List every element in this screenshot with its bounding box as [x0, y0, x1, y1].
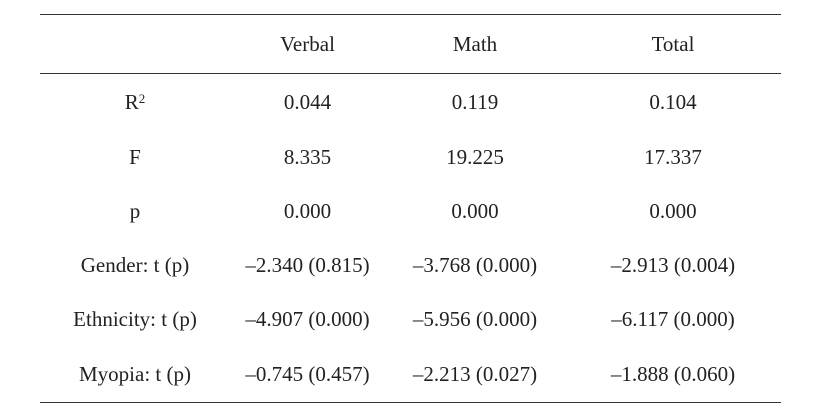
cell-verbal: –4.907 (0.000): [245, 306, 370, 331]
cell-verbal: 8.335: [283, 144, 332, 169]
row-label-myopia: Myopia: t (p): [79, 361, 191, 386]
cell-verbal: –0.745 (0.457): [245, 361, 370, 386]
table-row: Myopia: t (p) –0.745 (0.457) –2.213 (0.0…: [40, 346, 781, 402]
table-row: F 8.335 19.225 17.337: [40, 130, 781, 184]
table-row: p 0.000 0.000 0.000: [40, 184, 781, 238]
cell-total: 17.337: [644, 144, 702, 169]
row-label-r-squared: R2: [40, 74, 230, 130]
results-table-body: R2 0.044 0.119 0.104 F 8.335 19.225 17.3…: [40, 74, 781, 402]
cell-total: –1.888 (0.060): [610, 361, 736, 386]
row-label-gender: Gender: t (p): [80, 252, 190, 277]
cell-math: –2.213 (0.027): [412, 361, 538, 386]
header-verbal: Verbal: [280, 31, 335, 56]
bottom-rule: [40, 402, 781, 403]
row-label-ethnicity: Ethnicity: t (p): [73, 306, 197, 331]
table-row: Ethnicity: t (p) –4.907 (0.000) –5.956 (…: [40, 292, 781, 346]
cell-total: –2.913 (0.004): [610, 252, 736, 277]
header-math: Math: [452, 31, 498, 56]
cell-verbal: 0.044: [283, 89, 332, 114]
row-label-f: F: [129, 144, 141, 169]
cell-total: 0.000: [649, 198, 697, 223]
superscript-2: 2: [138, 90, 146, 106]
cell-verbal: 0.000: [283, 198, 332, 223]
cell-math: 19.225: [446, 144, 504, 169]
table-row: R2 0.044 0.119 0.104: [40, 74, 781, 130]
results-table: Verbal Math Total: [40, 15, 781, 73]
header-row: Verbal Math Total: [40, 15, 781, 73]
cell-math: 0.119: [451, 89, 499, 114]
top-rule: [40, 14, 781, 15]
table-row: Gender: t (p) –2.340 (0.815) –3.768 (0.0…: [40, 238, 781, 292]
cell-math: 0.000: [451, 198, 499, 223]
header-total: Total: [651, 31, 695, 56]
cell-total: 0.104: [649, 89, 697, 114]
cell-total: –6.117 (0.000): [611, 306, 735, 331]
cell-math: –3.768 (0.000): [412, 252, 538, 277]
regression-table: Verbal Math Total R2 0.044 0.119 0.104 F…: [40, 14, 781, 403]
cell-verbal: –2.340 (0.815): [245, 252, 370, 277]
cell-math: –5.956 (0.000): [412, 306, 538, 331]
header-empty: [40, 15, 230, 73]
row-label-p: p: [129, 198, 141, 223]
row-label-text: R: [124, 89, 139, 114]
header-rule: [40, 73, 781, 74]
